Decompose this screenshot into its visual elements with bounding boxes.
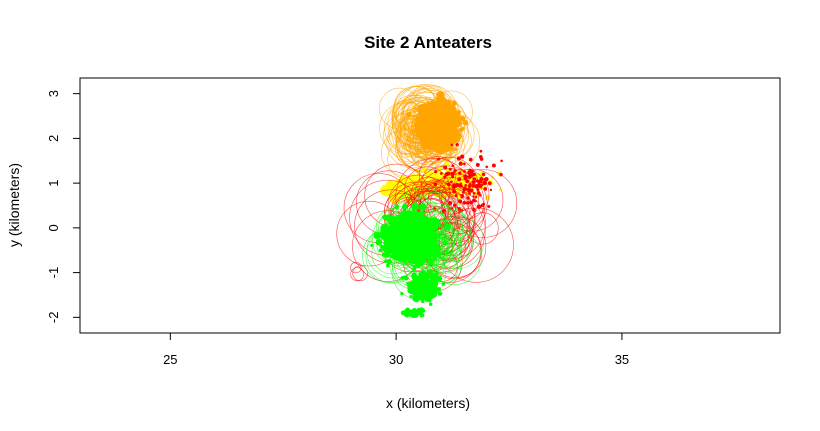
scatter-point-red — [475, 162, 480, 167]
scatter-point-red — [350, 267, 365, 282]
scatter-point-red — [462, 186, 467, 192]
x-tick-label: 25 — [163, 352, 177, 367]
scatter-point-green — [418, 307, 425, 314]
scatter-point-red — [464, 183, 468, 187]
y-tick-label: 2 — [46, 135, 61, 142]
scatter-point-green — [437, 291, 443, 296]
scatter-point-green — [410, 211, 454, 255]
scatter-point-red — [450, 143, 454, 147]
scatter-point-green — [393, 214, 443, 264]
scatter-point-green — [407, 191, 464, 248]
scatter-point-green — [430, 251, 462, 283]
scatter-point-red — [487, 181, 492, 186]
scatter-point-green — [426, 280, 432, 286]
scatter-point-green — [410, 223, 441, 254]
scatter-point-green — [397, 235, 435, 273]
x-axis-label: x (kilometers) — [386, 395, 470, 411]
scatter-point-orange — [403, 88, 455, 139]
x-tick-label: 30 — [389, 352, 403, 367]
scatter-point-green — [419, 314, 423, 318]
scatter-point-green — [415, 247, 440, 272]
x-axis: 25 30 35 — [163, 332, 629, 367]
scatter-point-orange — [428, 131, 459, 162]
scatter-point-red — [480, 183, 484, 187]
scatter-point-green — [371, 232, 413, 275]
scatter-point-green — [378, 206, 424, 253]
scatter-point-green — [393, 226, 445, 278]
scatter-point-orange — [407, 99, 454, 146]
scatter-point-red — [500, 159, 503, 163]
scatter-point-green — [410, 311, 415, 316]
scatter-point-green — [406, 203, 464, 260]
scatter-point-red — [462, 162, 466, 166]
scatter-point-red — [491, 163, 496, 168]
scatter-point-red — [350, 262, 362, 274]
scatter-point-red — [352, 265, 369, 282]
scatter-point-orange — [391, 108, 442, 158]
scatter-point-green — [398, 243, 422, 267]
scatter-point-green — [408, 289, 414, 295]
scatter-point-red — [478, 155, 483, 159]
scatter-point-green — [365, 229, 420, 284]
scatter-point-red — [483, 186, 488, 191]
scatter-point-green — [406, 311, 410, 315]
y-axis-label: y (kilometers) — [6, 163, 22, 247]
scatter-point-red — [470, 172, 475, 177]
scatter-point-orange — [391, 94, 444, 148]
scatter-point-red — [460, 155, 464, 159]
scatter-point-red — [460, 185, 464, 188]
scatter-points — [336, 83, 518, 319]
scatter-point-green — [379, 216, 432, 269]
y-tick-label: -2 — [46, 312, 61, 324]
scatter-point-red — [455, 143, 459, 147]
scatter-point-red — [463, 175, 468, 181]
scatter-point-red — [468, 157, 473, 162]
scatter-point-green — [421, 206, 471, 256]
scatter-point-green — [426, 230, 482, 286]
y-tick-label: 0 — [46, 224, 61, 231]
scatter-point-red — [439, 172, 443, 175]
y-tick-label: 1 — [46, 180, 61, 187]
scatter-point-red — [459, 182, 463, 186]
scatter-point-green — [418, 292, 423, 296]
scatter-point-green — [414, 310, 419, 315]
scatter-point-red — [446, 171, 451, 176]
scatter-point-red — [458, 161, 463, 166]
scatter-point-red — [418, 156, 457, 194]
scatter-point-orange — [401, 101, 421, 121]
scatter-point-orange — [427, 102, 461, 136]
x-tick-label: 35 — [615, 352, 629, 367]
scatter-point-orange — [394, 91, 456, 153]
scatter-point-green — [386, 258, 392, 265]
scatter-point-green — [385, 210, 432, 256]
scatter-point-green — [400, 291, 404, 296]
scatter-point-orange — [418, 109, 442, 133]
scatter-point-green — [436, 224, 474, 262]
scatter-point-red — [489, 188, 493, 192]
scatter-point-red — [481, 172, 486, 177]
scatter-point-green — [415, 233, 430, 248]
scatter-point-red — [479, 149, 483, 153]
scatter-point-orange — [410, 87, 435, 113]
scatter-point-orange — [394, 117, 432, 155]
scatter-point-green — [424, 223, 462, 261]
scatter-point-red — [487, 204, 491, 209]
scatter-point-green — [385, 263, 390, 268]
y-tick-label: -1 — [46, 267, 61, 279]
y-tick-label: 3 — [46, 90, 61, 97]
scatter-point-green — [412, 262, 440, 290]
scatter-point-yellow — [432, 174, 436, 178]
chart-title: Site 2 Anteaters — [364, 33, 492, 52]
y-axis: -2 -1 0 1 2 3 — [46, 90, 81, 324]
scatter-point-green — [391, 193, 435, 237]
scatter-point-red — [485, 165, 489, 169]
scatter-point-yellow — [420, 168, 425, 173]
scatter-point-orange — [406, 89, 460, 144]
scatter-point-orange — [416, 103, 452, 139]
scatter-point-green — [428, 302, 433, 307]
